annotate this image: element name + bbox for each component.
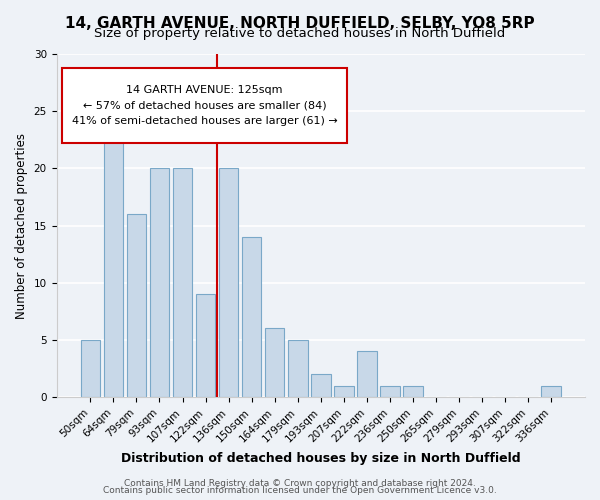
Y-axis label: Number of detached properties: Number of detached properties xyxy=(15,132,28,318)
Bar xyxy=(80,340,100,397)
Bar xyxy=(127,214,146,397)
Bar xyxy=(357,352,377,397)
Bar xyxy=(219,168,238,397)
Text: 14, GARTH AVENUE, NORTH DUFFIELD, SELBY, YO8 5RP: 14, GARTH AVENUE, NORTH DUFFIELD, SELBY,… xyxy=(65,16,535,31)
Bar xyxy=(196,294,215,397)
Bar xyxy=(104,134,123,397)
Text: Size of property relative to detached houses in North Duffield: Size of property relative to detached ho… xyxy=(94,28,506,40)
Text: Contains public sector information licensed under the Open Government Licence v3: Contains public sector information licen… xyxy=(103,486,497,495)
Bar xyxy=(173,168,193,397)
Bar xyxy=(288,340,308,397)
Text: 14 GARTH AVENUE: 125sqm
← 57% of detached houses are smaller (84)
41% of semi-de: 14 GARTH AVENUE: 125sqm ← 57% of detache… xyxy=(71,85,337,126)
Bar xyxy=(265,328,284,397)
X-axis label: Distribution of detached houses by size in North Duffield: Distribution of detached houses by size … xyxy=(121,452,521,465)
Bar xyxy=(403,386,423,397)
Bar xyxy=(149,168,169,397)
Bar xyxy=(311,374,331,397)
Text: Contains HM Land Registry data © Crown copyright and database right 2024.: Contains HM Land Registry data © Crown c… xyxy=(124,478,476,488)
Bar xyxy=(541,386,561,397)
Bar xyxy=(334,386,353,397)
Bar xyxy=(242,237,262,397)
FancyBboxPatch shape xyxy=(62,68,347,143)
Bar xyxy=(380,386,400,397)
